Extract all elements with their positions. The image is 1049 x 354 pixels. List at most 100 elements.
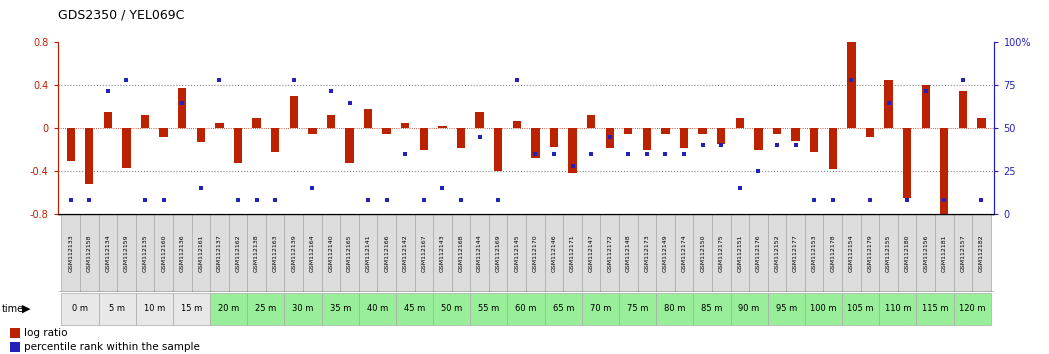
Bar: [544, 214, 563, 292]
Point: [936, 198, 952, 203]
Text: GSM112182: GSM112182: [979, 234, 984, 272]
Bar: [508, 293, 544, 325]
Bar: [563, 214, 582, 292]
Text: GSM112171: GSM112171: [570, 234, 575, 272]
Text: GSM112152: GSM112152: [774, 234, 779, 272]
Bar: [842, 214, 860, 292]
Bar: [582, 293, 619, 325]
Point: [509, 78, 526, 83]
Text: GSM112161: GSM112161: [198, 234, 204, 272]
Bar: [322, 293, 359, 325]
Point: [713, 143, 730, 148]
Text: GSM112141: GSM112141: [366, 234, 370, 272]
Text: 55 m: 55 m: [478, 304, 499, 313]
Bar: [345, 128, 354, 162]
Text: GSM112180: GSM112180: [904, 234, 909, 272]
Text: 100 m: 100 m: [810, 304, 837, 313]
Bar: [253, 118, 261, 128]
Bar: [192, 214, 210, 292]
Bar: [680, 128, 688, 148]
Text: GSM112143: GSM112143: [440, 234, 445, 272]
Text: 65 m: 65 m: [553, 304, 574, 313]
Point: [564, 163, 581, 169]
Text: 95 m: 95 m: [775, 304, 797, 313]
Text: GSM112159: GSM112159: [124, 234, 129, 272]
Bar: [657, 214, 675, 292]
Text: time: time: [2, 304, 24, 314]
Bar: [903, 128, 912, 198]
Point: [360, 198, 377, 203]
Bar: [954, 293, 990, 325]
Text: 80 m: 80 m: [664, 304, 685, 313]
Bar: [248, 214, 265, 292]
Bar: [531, 128, 539, 158]
Bar: [657, 293, 693, 325]
Point: [861, 198, 878, 203]
Bar: [749, 214, 768, 292]
Bar: [508, 214, 526, 292]
Text: 10 m: 10 m: [144, 304, 165, 313]
Bar: [438, 126, 447, 128]
Bar: [433, 214, 452, 292]
Bar: [141, 115, 149, 128]
Bar: [470, 293, 508, 325]
Bar: [699, 128, 707, 134]
Point: [601, 134, 618, 140]
Text: GSM112135: GSM112135: [143, 234, 148, 272]
Point: [620, 151, 637, 157]
Point: [880, 100, 897, 105]
Text: GSM112165: GSM112165: [347, 234, 352, 272]
Point: [119, 78, 135, 83]
Bar: [229, 214, 248, 292]
Text: GSM112155: GSM112155: [886, 234, 891, 272]
Point: [415, 198, 432, 203]
Text: GDS2350 / YEL069C: GDS2350 / YEL069C: [58, 8, 184, 21]
Text: GSM112163: GSM112163: [273, 234, 278, 272]
Bar: [452, 214, 470, 292]
Bar: [768, 293, 805, 325]
Bar: [401, 123, 409, 128]
Bar: [364, 109, 372, 128]
Bar: [420, 128, 428, 150]
Bar: [456, 128, 465, 148]
Text: GSM112138: GSM112138: [254, 234, 259, 272]
Bar: [210, 293, 248, 325]
Bar: [638, 214, 657, 292]
Point: [731, 185, 748, 191]
Bar: [135, 214, 154, 292]
Text: GSM112156: GSM112156: [923, 234, 928, 272]
Bar: [234, 128, 242, 162]
Point: [322, 88, 339, 93]
Bar: [693, 214, 712, 292]
Point: [434, 185, 451, 191]
Bar: [582, 214, 600, 292]
Bar: [470, 214, 489, 292]
Text: 5 m: 5 m: [109, 304, 125, 313]
Bar: [978, 118, 986, 128]
Point: [471, 134, 488, 140]
Text: GSM112142: GSM112142: [403, 234, 408, 272]
Bar: [104, 112, 112, 128]
Bar: [489, 214, 508, 292]
Text: GSM112172: GSM112172: [607, 234, 613, 272]
Point: [787, 143, 804, 148]
Text: GSM112179: GSM112179: [868, 234, 873, 272]
Bar: [475, 112, 484, 128]
Bar: [513, 121, 521, 128]
Bar: [526, 214, 544, 292]
Point: [955, 78, 971, 83]
Point: [694, 143, 711, 148]
Bar: [917, 214, 935, 292]
Bar: [414, 214, 433, 292]
Bar: [921, 85, 929, 128]
Text: GSM112146: GSM112146: [552, 234, 556, 272]
Bar: [569, 128, 577, 173]
Text: GSM112170: GSM112170: [533, 234, 538, 272]
Bar: [959, 91, 967, 128]
Text: ▶: ▶: [22, 304, 30, 314]
Text: GSM112147: GSM112147: [588, 234, 594, 272]
Text: GSM112174: GSM112174: [682, 234, 686, 272]
Bar: [248, 293, 284, 325]
Text: GSM112173: GSM112173: [644, 234, 649, 272]
Bar: [972, 214, 990, 292]
